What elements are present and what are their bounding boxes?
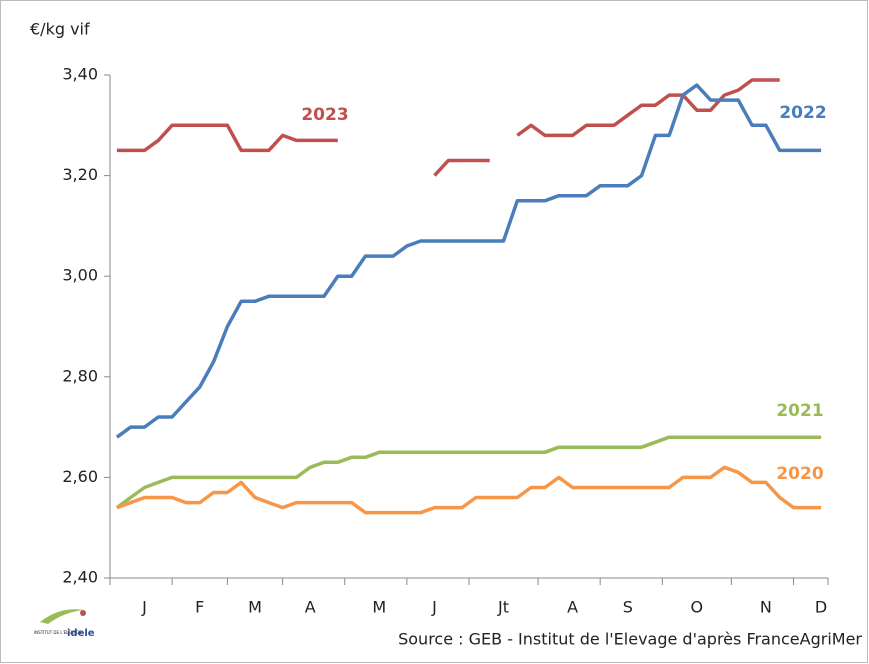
y-tick-label: 3,20 — [62, 165, 98, 184]
series-line — [116, 78, 780, 177]
series-label: 2020 — [776, 464, 823, 484]
x-tick-label: N — [760, 598, 772, 617]
x-tick-label: F — [195, 598, 204, 617]
x-tick-label: A — [305, 598, 316, 617]
x-tick-label: O — [691, 598, 704, 617]
series-line — [115, 435, 822, 510]
logo-dot — [80, 610, 86, 616]
x-tick-label: J — [431, 598, 437, 617]
y-tick-label: 2,40 — [62, 568, 98, 587]
y-tick-label: 2,60 — [62, 467, 98, 486]
x-tick-label: M — [248, 598, 262, 617]
logo-swoosh — [40, 609, 84, 624]
y-axis-label: €/kg vif — [30, 20, 90, 39]
x-tick-label: Jt — [497, 598, 509, 617]
x-tick-label: S — [623, 598, 633, 617]
logo-small: INSTITUT DE L'ÉLEVAGE — [34, 630, 82, 635]
y-tick-label: 3,00 — [62, 266, 98, 285]
x-tick-label: M — [372, 598, 386, 617]
logo-name: idele — [67, 628, 95, 639]
series-line — [115, 83, 822, 439]
source: Source : GEB - Institut de l'Elevage d'a… — [398, 630, 862, 649]
x-tick-label: J — [141, 598, 147, 617]
x-tick-label: D — [815, 598, 827, 617]
x-tick-label: A — [567, 598, 578, 617]
series-line — [116, 465, 822, 515]
series-label: 2023 — [301, 105, 348, 125]
series-label: 2021 — [776, 401, 823, 421]
series-label: 2022 — [779, 103, 826, 123]
y-tick-label: 3,40 — [62, 65, 98, 84]
y-tick-label: 2,80 — [62, 366, 98, 385]
logo: INSTITUT DE L'ÉLEVAGE idele — [34, 609, 95, 639]
